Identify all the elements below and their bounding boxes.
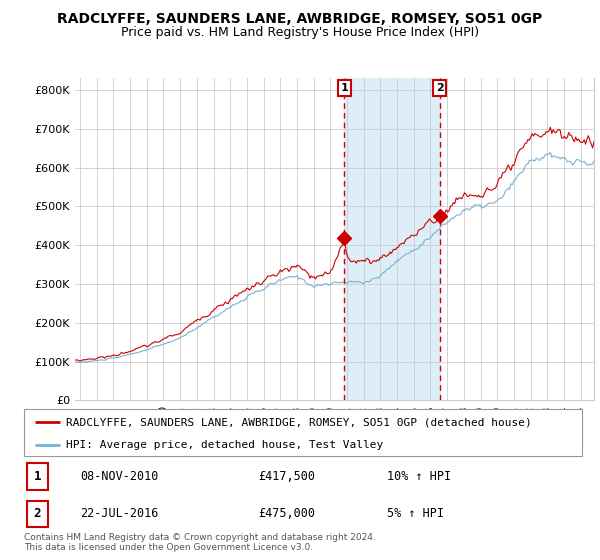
Text: HPI: Average price, detached house, Test Valley: HPI: Average price, detached house, Test… [66,440,383,450]
Text: £475,000: £475,000 [259,507,316,520]
Text: Contains HM Land Registry data © Crown copyright and database right 2024.: Contains HM Land Registry data © Crown c… [24,533,376,542]
Text: RADCLYFFE, SAUNDERS LANE, AWBRIDGE, ROMSEY, SO51 0GP: RADCLYFFE, SAUNDERS LANE, AWBRIDGE, ROMS… [58,12,542,26]
Text: 22-JUL-2016: 22-JUL-2016 [80,507,158,520]
Bar [344,78,440,400]
Text: RADCLYFFE, SAUNDERS LANE, AWBRIDGE, ROMSEY, SO51 0GP (detached house): RADCLYFFE, SAUNDERS LANE, AWBRIDGE, ROMS… [66,417,532,427]
Text: £417,500: £417,500 [259,470,316,483]
Bar [27,501,48,527]
Text: Price paid vs. HM Land Registry's House Price Index (HPI): Price paid vs. HM Land Registry's House … [121,26,479,39]
Text: 08-NOV-2010: 08-NOV-2010 [80,470,158,483]
Bar [27,464,48,490]
Text: 2: 2 [34,507,41,520]
Text: 2: 2 [436,83,443,93]
Text: This data is licensed under the Open Government Licence v3.0.: This data is licensed under the Open Gov… [24,543,313,552]
Text: 10% ↑ HPI: 10% ↑ HPI [387,470,451,483]
Text: 1: 1 [34,470,41,483]
Text: 5% ↑ HPI: 5% ↑ HPI [387,507,444,520]
Text: 1: 1 [340,83,348,93]
